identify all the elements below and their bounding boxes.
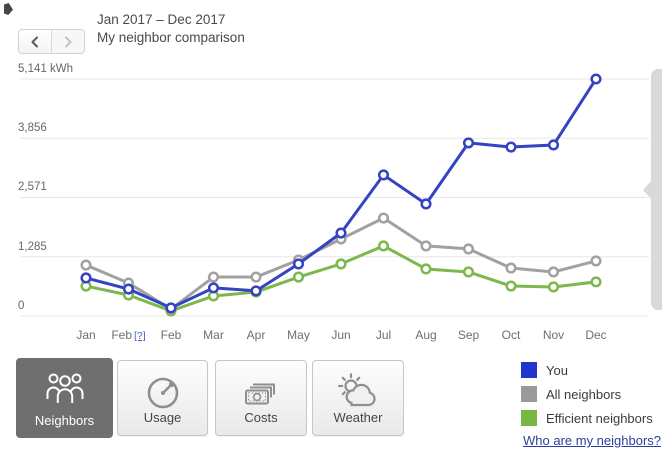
all-neighbors-color-swatch: [521, 386, 537, 402]
legend-label: Efficient neighbors: [546, 410, 653, 426]
data-point[interactable]: [377, 169, 390, 181]
data-point[interactable]: [590, 276, 602, 288]
data-point[interactable]: [547, 281, 560, 293]
data-point[interactable]: [292, 271, 305, 283]
next-period-button[interactable]: [52, 30, 84, 53]
side-drawer-handle[interactable]: [643, 69, 662, 310]
tab-label: Usage: [143, 410, 182, 425]
x-axis-label: Nov: [542, 328, 565, 342]
costs-money-icon: [241, 372, 281, 417]
x-axis-label: Dec: [585, 328, 607, 342]
tab-costs[interactable]: Costs: [215, 360, 307, 436]
data-point[interactable]: [547, 139, 560, 151]
period-navigation: [18, 29, 85, 54]
legend-item-efficient-neighbors: Efficient neighbors: [521, 410, 653, 426]
data-point[interactable]: [505, 262, 517, 274]
tab-label: Weather: [333, 410, 383, 425]
tab-neighbors[interactable]: Neighbors: [16, 358, 113, 438]
data-point[interactable]: [590, 255, 602, 267]
corner-artifact-mark: [4, 3, 13, 15]
data-point[interactable]: [335, 227, 347, 239]
tab-label: Neighbors: [34, 413, 95, 428]
y-tick-label: 3,856: [18, 122, 47, 135]
data-point[interactable]: [420, 240, 432, 252]
x-axis-label: Mar: [203, 328, 224, 342]
y-tick-label: 5,141 kWh: [18, 63, 73, 75]
who-are-my-neighbors-link[interactable]: Who are my neighbors?: [523, 433, 662, 448]
estimated-read-help-link[interactable]: [?]: [134, 330, 146, 342]
x-axis-label: Jun: [331, 328, 351, 342]
legend-label: All neighbors: [546, 386, 622, 402]
series-line-efficient-neighbors: [85, 244, 597, 313]
data-point[interactable]: [377, 240, 390, 252]
x-axis-label: Feb: [160, 328, 182, 342]
data-point[interactable]: [462, 137, 475, 149]
data-point[interactable]: [505, 141, 517, 153]
data-point[interactable]: [80, 259, 92, 271]
data-point[interactable]: [590, 73, 602, 85]
data-point[interactable]: [420, 263, 432, 275]
usage-gauge-icon: [143, 372, 183, 417]
x-axis-label: Jan: [76, 328, 96, 342]
data-point[interactable]: [335, 258, 347, 270]
efficient-neighbors-color-swatch: [521, 410, 537, 426]
y-tick-label: 0: [18, 300, 25, 312]
usage-line-chart: [20, 73, 649, 317]
data-point[interactable]: [207, 282, 220, 294]
period-title: Jan 2017 – Dec 2017: [97, 12, 226, 27]
x-axis-label: Jul: [375, 328, 392, 342]
data-point[interactable]: [122, 283, 135, 295]
series-line-you: [85, 78, 598, 310]
data-point[interactable]: [80, 272, 92, 284]
x-axis-label: Aug: [415, 328, 437, 342]
y-tick-label: 1,285: [18, 240, 47, 253]
x-axis-label: May: [287, 328, 310, 342]
data-point[interactable]: [165, 302, 177, 314]
previous-period-button[interactable]: [19, 30, 52, 53]
x-axis-label: Sep: [457, 328, 480, 342]
chevron-right-icon: [62, 36, 74, 48]
data-point[interactable]: [377, 212, 390, 224]
tab-weather[interactable]: Weather: [312, 360, 404, 436]
tab-label: Costs: [244, 410, 278, 425]
data-point[interactable]: [547, 266, 560, 278]
data-point[interactable]: [505, 280, 517, 292]
x-axis-label: Oct: [501, 328, 521, 342]
data-point[interactable]: [462, 266, 475, 278]
y-tick-label: 2,571: [18, 181, 47, 194]
data-point[interactable]: [420, 198, 432, 210]
weather-sun-cloud-icon: [336, 372, 380, 417]
x-axis-label: Feb [?]: [111, 328, 146, 342]
legend-item-all-neighbors: All neighbors: [521, 386, 621, 402]
data-point[interactable]: [462, 243, 475, 255]
header-titles: Jan 2017 – Dec 2017 My neighbor comparis…: [97, 11, 245, 47]
you-color-swatch: [521, 362, 537, 378]
legend-label: You: [546, 362, 568, 378]
data-point[interactable]: [207, 271, 220, 283]
data-point[interactable]: [250, 285, 262, 297]
legend-item-you: You: [521, 362, 568, 378]
chevron-left-icon: [29, 36, 41, 48]
tab-usage[interactable]: Usage: [117, 360, 208, 436]
chart-subtitle: My neighbor comparison: [97, 30, 245, 45]
x-axis-label: Apr: [246, 328, 266, 342]
neighbors-people-icon: [43, 369, 87, 414]
data-point[interactable]: [292, 258, 305, 270]
data-point[interactable]: [250, 271, 262, 283]
